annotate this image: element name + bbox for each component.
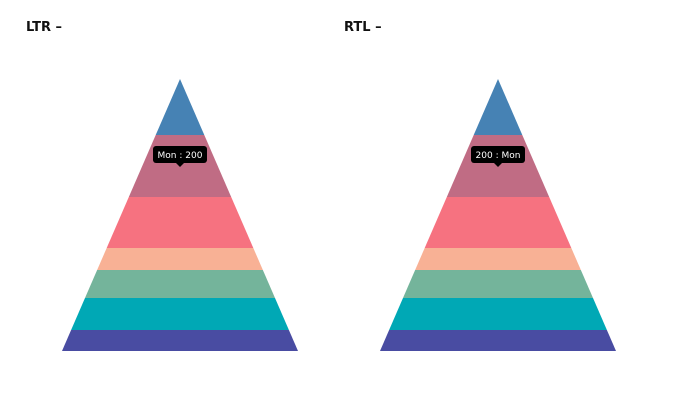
rtl-chart-title: RTL –	[344, 20, 382, 35]
ltr-tooltip-text: Mon : 200	[158, 151, 203, 161]
rtl-pyramid-segment[interactable]	[415, 248, 581, 270]
ltr-pyramid-segment[interactable]	[71, 298, 289, 330]
ltr-pyramid-chart: Mon : 200	[62, 79, 298, 351]
rtl-pyramid-segment[interactable]	[424, 197, 572, 248]
rtl-pyramid-chart: 200 : Mon	[380, 79, 616, 351]
ltr-tooltip: Mon : 200	[153, 146, 207, 167]
ltr-tooltip-pointer	[176, 163, 184, 167]
rtl-pyramid-segment[interactable]	[380, 330, 616, 351]
ltr-pyramid-segment[interactable]	[62, 330, 298, 351]
ltr-tooltip-box	[153, 146, 207, 163]
rtl-pyramid-segment[interactable]	[389, 298, 607, 330]
rtl-pyramid-segment[interactable]	[402, 270, 594, 298]
ltr-chart-panel: LTR – Mon : 200	[0, 0, 340, 400]
ltr-chart-title: LTR –	[26, 20, 63, 35]
ltr-pyramid-segment[interactable]	[106, 197, 254, 248]
ltr-pyramid-segment[interactable]	[84, 270, 276, 298]
rtl-tooltip: 200 : Mon	[471, 146, 525, 167]
rtl-tooltip-pointer	[494, 163, 502, 167]
rtl-chart-panel: RTL – 200 : Mon	[318, 0, 658, 400]
ltr-pyramid-segment[interactable]	[155, 79, 205, 135]
ltr-pyramid-segment[interactable]	[97, 248, 263, 270]
rtl-tooltip-box	[471, 146, 525, 163]
rtl-pyramid-segment[interactable]	[473, 79, 523, 135]
rtl-tooltip-text: 200 : Mon	[476, 151, 521, 161]
